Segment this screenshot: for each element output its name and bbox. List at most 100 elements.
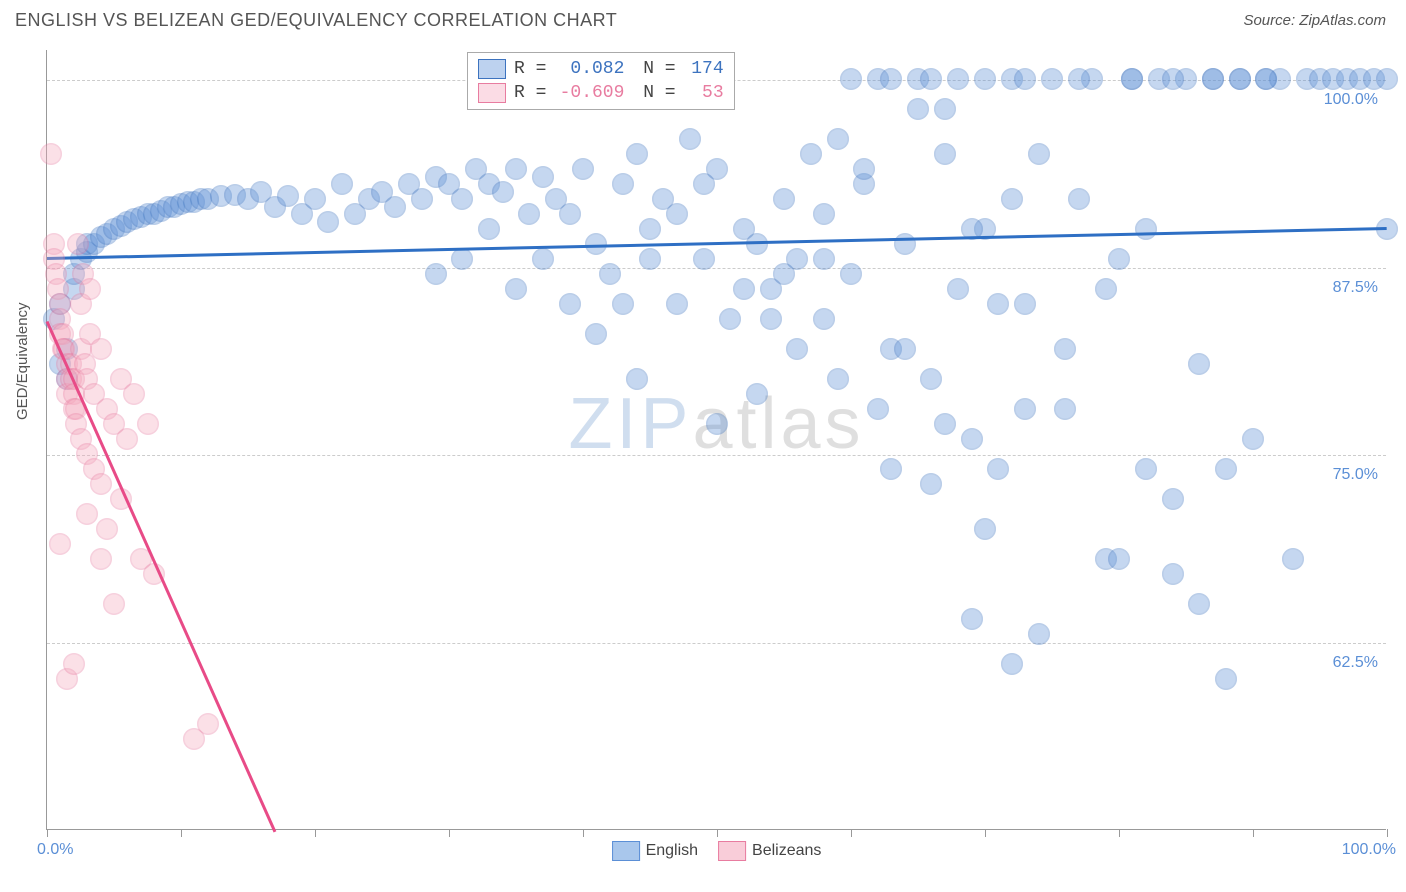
data-point bbox=[63, 653, 85, 675]
data-point bbox=[987, 458, 1009, 480]
data-point bbox=[599, 263, 621, 285]
data-point bbox=[626, 143, 648, 165]
data-point bbox=[639, 248, 661, 270]
stat-n-value: 174 bbox=[684, 59, 724, 79]
stats-row: R =-0.609 N =53 bbox=[478, 81, 724, 105]
scatter-chart: ZIPatlas 62.5%75.0%87.5%100.0%0.0%100.0%… bbox=[46, 50, 1386, 830]
data-point bbox=[137, 413, 159, 435]
data-point bbox=[1215, 458, 1237, 480]
data-point bbox=[96, 518, 118, 540]
data-point bbox=[1188, 353, 1210, 375]
stat-n-label: N = bbox=[632, 83, 675, 103]
data-point bbox=[612, 173, 634, 195]
data-point bbox=[425, 263, 447, 285]
data-point bbox=[49, 533, 71, 555]
gridline bbox=[47, 268, 1386, 269]
x-tick bbox=[449, 829, 450, 837]
data-point bbox=[1054, 398, 1076, 420]
y-tick-label: 100.0% bbox=[1324, 91, 1378, 109]
data-point bbox=[934, 98, 956, 120]
legend-swatch bbox=[718, 841, 746, 861]
data-point bbox=[585, 323, 607, 345]
data-point bbox=[492, 181, 514, 203]
data-point bbox=[920, 68, 942, 90]
data-point bbox=[693, 248, 715, 270]
data-point bbox=[1242, 428, 1264, 450]
data-point bbox=[920, 473, 942, 495]
data-point bbox=[679, 128, 701, 150]
data-point bbox=[840, 263, 862, 285]
x-tick bbox=[315, 829, 316, 837]
x-tick bbox=[851, 829, 852, 837]
data-point bbox=[1028, 143, 1050, 165]
data-point bbox=[907, 98, 929, 120]
data-point bbox=[1255, 68, 1277, 90]
data-point bbox=[1095, 278, 1117, 300]
data-point bbox=[1376, 68, 1398, 90]
data-point bbox=[693, 173, 715, 195]
data-point bbox=[304, 188, 326, 210]
data-point bbox=[867, 398, 889, 420]
series-swatch bbox=[478, 59, 506, 79]
x-min-label: 0.0% bbox=[37, 841, 73, 859]
data-point bbox=[505, 278, 527, 300]
data-point bbox=[1068, 188, 1090, 210]
x-max-label: 100.0% bbox=[1342, 841, 1396, 859]
data-point bbox=[1108, 248, 1130, 270]
data-point bbox=[706, 413, 728, 435]
data-point bbox=[666, 293, 688, 315]
trend-line bbox=[47, 227, 1387, 260]
y-tick-label: 62.5% bbox=[1333, 654, 1378, 672]
data-point bbox=[894, 233, 916, 255]
data-point bbox=[974, 518, 996, 540]
data-point bbox=[853, 158, 875, 180]
gridline bbox=[47, 455, 1386, 456]
data-point bbox=[1001, 188, 1023, 210]
legend-item: Belizeans bbox=[718, 841, 821, 861]
data-point bbox=[639, 218, 661, 240]
data-point bbox=[1162, 68, 1184, 90]
data-point bbox=[1028, 623, 1050, 645]
data-point bbox=[317, 211, 339, 233]
stat-n-value: 53 bbox=[684, 83, 724, 103]
data-point bbox=[920, 368, 942, 390]
data-point bbox=[505, 158, 527, 180]
data-point bbox=[840, 68, 862, 90]
data-point bbox=[1014, 68, 1036, 90]
data-point bbox=[1014, 398, 1036, 420]
data-point bbox=[123, 383, 145, 405]
data-point bbox=[90, 338, 112, 360]
data-point bbox=[666, 203, 688, 225]
data-point bbox=[384, 196, 406, 218]
y-tick-label: 87.5% bbox=[1333, 279, 1378, 297]
data-point bbox=[786, 338, 808, 360]
data-point bbox=[1135, 218, 1157, 240]
data-point bbox=[626, 368, 648, 390]
data-point bbox=[1041, 68, 1063, 90]
stats-row: R =0.082 N =174 bbox=[478, 57, 724, 81]
x-tick bbox=[985, 829, 986, 837]
data-point bbox=[880, 68, 902, 90]
series-swatch bbox=[478, 83, 506, 103]
data-point bbox=[451, 248, 473, 270]
x-tick bbox=[181, 829, 182, 837]
data-point bbox=[1215, 668, 1237, 690]
data-point bbox=[894, 338, 916, 360]
data-point bbox=[813, 203, 835, 225]
trend-line bbox=[46, 321, 277, 832]
data-point bbox=[559, 203, 581, 225]
data-point bbox=[411, 188, 433, 210]
stat-r-value: 0.082 bbox=[554, 59, 624, 79]
data-point bbox=[961, 428, 983, 450]
data-point bbox=[559, 293, 581, 315]
data-point bbox=[67, 233, 89, 255]
data-point bbox=[934, 143, 956, 165]
legend-swatch bbox=[612, 841, 640, 861]
bottom-legend: English Belizeans bbox=[612, 841, 822, 861]
legend-label: English bbox=[646, 842, 698, 860]
x-tick bbox=[47, 829, 48, 837]
data-point bbox=[40, 143, 62, 165]
data-point bbox=[827, 368, 849, 390]
y-tick-label: 75.0% bbox=[1333, 466, 1378, 484]
data-point bbox=[76, 503, 98, 525]
